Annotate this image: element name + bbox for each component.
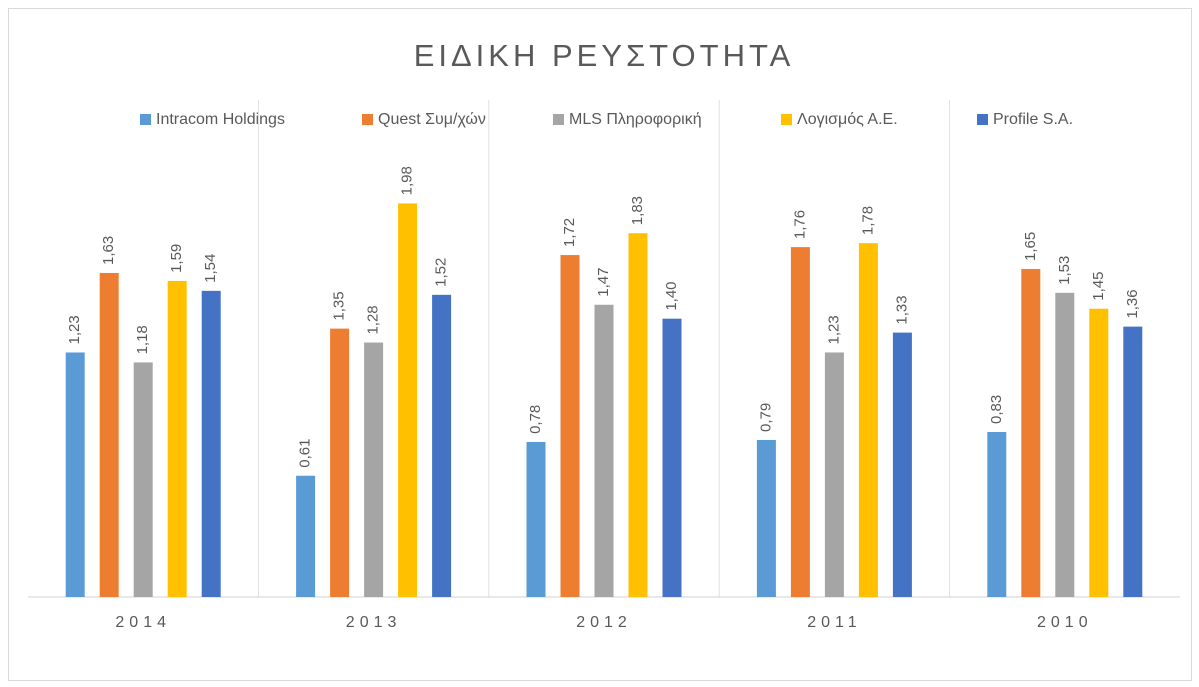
bar xyxy=(987,431,1007,597)
data-label: 1,23 xyxy=(66,315,83,344)
data-label: 1,47 xyxy=(595,268,612,297)
bar xyxy=(790,247,810,597)
bar xyxy=(594,304,614,597)
x-tick-label: 2011 xyxy=(807,614,861,631)
data-label: 1,54 xyxy=(202,254,219,283)
data-label: 1,18 xyxy=(134,325,151,354)
data-label: 1,45 xyxy=(1090,272,1107,301)
data-label: 0,83 xyxy=(988,395,1005,424)
bar xyxy=(296,475,316,597)
data-label: 1,36 xyxy=(1124,289,1141,318)
legend-label: Quest Συμ/χών xyxy=(378,111,486,128)
bar xyxy=(1021,268,1041,597)
bar xyxy=(1055,292,1075,597)
bar xyxy=(1123,326,1143,597)
bar xyxy=(133,362,153,597)
bar xyxy=(201,290,221,597)
data-label: 1,76 xyxy=(791,210,808,239)
legend-label: Profile S.A. xyxy=(993,111,1073,128)
data-label: 1,23 xyxy=(825,315,842,344)
bar xyxy=(628,233,648,598)
data-label: 1,33 xyxy=(893,295,910,324)
data-label: 1,53 xyxy=(1056,256,1073,285)
legend-swatch xyxy=(362,114,373,125)
bar xyxy=(398,203,418,597)
bar xyxy=(364,342,384,597)
bar xyxy=(526,441,546,597)
data-label: 1,83 xyxy=(629,196,646,225)
x-tick-label: 2013 xyxy=(346,614,402,631)
legend-swatch xyxy=(977,114,988,125)
bar xyxy=(167,280,187,597)
data-label: 1,65 xyxy=(1022,232,1039,261)
data-label: 1,40 xyxy=(663,281,680,310)
bar xyxy=(756,439,776,597)
bar xyxy=(892,332,912,597)
legend-swatch xyxy=(781,114,792,125)
bar xyxy=(330,328,350,597)
data-label: 1,52 xyxy=(433,258,450,287)
bar xyxy=(65,352,85,597)
bar xyxy=(858,243,878,598)
bar xyxy=(662,318,682,597)
legend-swatch xyxy=(140,114,151,125)
data-label: 0,79 xyxy=(757,403,774,432)
x-tick-label: 2012 xyxy=(576,614,632,631)
bar xyxy=(560,255,580,597)
data-label: 1,35 xyxy=(331,291,348,320)
data-label: 0,78 xyxy=(527,405,544,434)
data-label: 1,28 xyxy=(365,305,382,334)
bar xyxy=(99,272,119,597)
data-label: 1,63 xyxy=(100,236,117,265)
x-tick-label: 2010 xyxy=(1037,614,1093,631)
data-label: 1,98 xyxy=(399,166,416,195)
data-label: 0,61 xyxy=(297,439,314,468)
legend-swatch xyxy=(553,114,564,125)
data-label: 1,59 xyxy=(168,244,185,273)
data-label: 1,72 xyxy=(561,218,578,247)
legend-label: MLS Πληροφορική xyxy=(569,111,702,128)
legend-label: Intracom Holdings xyxy=(156,111,285,128)
bar xyxy=(1089,308,1109,597)
chart-title: ΕΙΔΙΚΗ ΡΕΥΣΤΟΤΗΤΑ xyxy=(414,38,795,73)
data-label: 1,78 xyxy=(859,206,876,235)
legend-label: Λογισμός Α.Ε. xyxy=(797,111,898,128)
bar xyxy=(824,352,844,597)
bar xyxy=(432,294,452,597)
x-tick-label: 2014 xyxy=(115,614,171,631)
